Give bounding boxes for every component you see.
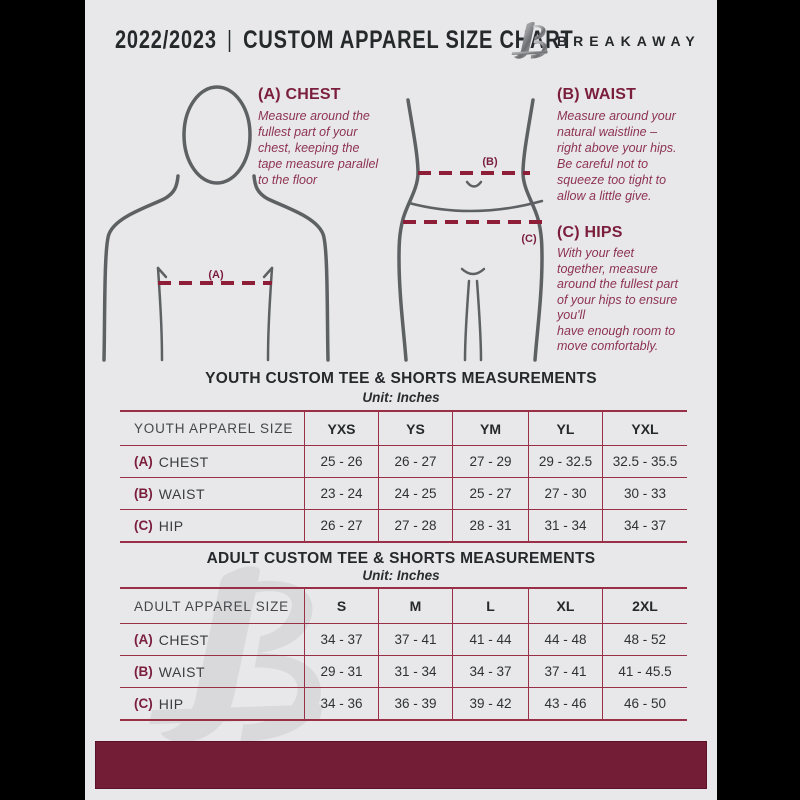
- table-cell: 28 - 31: [452, 509, 528, 541]
- waist-instructions: Measure around your natural waistline – …: [557, 109, 677, 203]
- row-name: WAIST: [158, 485, 206, 502]
- youth-unit-label: Unit: Inches: [362, 390, 440, 405]
- row-key: (B): [134, 486, 153, 501]
- table-cell: 25 - 26: [304, 445, 378, 477]
- footer-accent-bar: [95, 741, 707, 789]
- size-column-header: M: [378, 589, 452, 623]
- table-cell: 31 - 34: [378, 655, 452, 687]
- row-key: (A): [134, 454, 153, 469]
- hip-marker-label: (C): [521, 233, 537, 245]
- row-key: (B): [134, 664, 153, 679]
- table-cell: 23 - 24: [304, 477, 378, 509]
- figure-left-torso: [397, 98, 420, 362]
- row-name: CHEST: [158, 631, 209, 648]
- table-cell: 27 - 28: [378, 509, 452, 541]
- figure-hip-crease: [407, 199, 544, 213]
- waist-hip-figure-illustration: (B) (C): [397, 98, 544, 362]
- table-cell: 34 - 36: [304, 687, 378, 719]
- chest-marker-label: (A): [208, 269, 224, 281]
- waist-marker-label: (B): [482, 156, 498, 168]
- adult-section-title: ADULT CUSTOM TEE & SHORTS MEASUREMENTS: [206, 550, 596, 567]
- hips-instructions: With your feet together, measure around …: [557, 246, 678, 353]
- row-key: (C): [134, 696, 153, 711]
- breakaway-b-logo-icon: [511, 22, 548, 59]
- size-column-header: YXS: [304, 412, 378, 445]
- figure-navel: [465, 180, 483, 188]
- table-cell: 46 - 50: [602, 687, 687, 719]
- title-separator: |: [227, 26, 233, 52]
- size-column-header: L: [452, 589, 528, 623]
- waist-heading: (B) WAIST: [557, 86, 637, 103]
- row-name: CHEST: [158, 453, 209, 470]
- table-cell: 27 - 29: [452, 445, 528, 477]
- table-cell: 26 - 27: [304, 509, 378, 541]
- table-cell: 36 - 39: [378, 687, 452, 719]
- table-cell: 44 - 48: [528, 623, 602, 655]
- edition-label: 2022/2023: [115, 26, 217, 54]
- table-cell: 29 - 32.5: [528, 445, 602, 477]
- row-label: (A) CHEST: [120, 445, 304, 477]
- row-key: (A): [134, 632, 153, 647]
- row-label: (B) WAIST: [120, 477, 304, 509]
- table-cell: 34 - 37: [602, 509, 687, 541]
- table-cell: 37 - 41: [378, 623, 452, 655]
- adult-size-table: ADULT APPAREL SIZE S M L XL 2XL (A) CHEST…: [120, 587, 687, 721]
- row-label: (B) WAIST: [120, 655, 304, 687]
- table-cell: 24 - 25: [378, 477, 452, 509]
- table-cell: 48 - 52: [602, 623, 687, 655]
- row-label: (A) CHEST: [120, 623, 304, 655]
- figure-right-armpit-line: [266, 266, 274, 362]
- table-cell: 31 - 34: [528, 509, 602, 541]
- table-cell: 41 - 45.5: [602, 655, 687, 687]
- table-cell: 27 - 30: [528, 477, 602, 509]
- size-chart-page: 2022/2023 | CUSTOM APPAREL SIZE CHART BR…: [85, 0, 717, 800]
- table-cell: 37 - 41: [528, 655, 602, 687]
- figure-right-inner-leg: [475, 279, 483, 362]
- table-cell: 41 - 44: [452, 623, 528, 655]
- table-cell: 39 - 42: [452, 687, 528, 719]
- size-column-header: S: [304, 589, 378, 623]
- document-title: 2022/2023 | CUSTOM APPAREL SIZE CHART: [115, 26, 574, 55]
- hips-heading: (C) HIPS: [557, 224, 623, 241]
- figure-crotch-line: [460, 267, 486, 276]
- row-key: (C): [134, 518, 153, 533]
- size-column-header: XL: [528, 589, 602, 623]
- table-cell: 32.5 - 35.5: [602, 445, 687, 477]
- chest-instructions: Measure around the fullest part of your …: [258, 109, 379, 187]
- figure-left-shoulder: [102, 174, 180, 362]
- size-column-header: YS: [378, 412, 452, 445]
- table-cell: 34 - 37: [304, 623, 378, 655]
- figure-right-shoulder: [252, 174, 330, 362]
- brand-name: BREAKAWAY: [557, 33, 701, 49]
- row-label: (C) HIP: [120, 509, 304, 541]
- row-name: WAIST: [158, 663, 206, 680]
- figure-left-armpit-line: [156, 266, 164, 362]
- youth-size-header: YOUTH APPAREL SIZE: [134, 421, 294, 436]
- figure-left-inner-leg: [463, 279, 471, 362]
- row-name: HIP: [158, 517, 184, 534]
- figure-right-torso: [521, 98, 544, 362]
- adult-size-header: ADULT APPAREL SIZE: [134, 598, 289, 614]
- table-cell: 30 - 33: [602, 477, 687, 509]
- table-cell: 29 - 31: [304, 655, 378, 687]
- figure-left-armpit-notch: [156, 266, 168, 279]
- size-column-header: YL: [528, 412, 602, 445]
- youth-section-title: YOUTH CUSTOM TEE & SHORTS MEASUREMENTS: [205, 370, 597, 387]
- row-label: (C) HIP: [120, 687, 304, 719]
- figure-head-outline: [182, 85, 252, 185]
- chest-heading: (A) CHEST: [258, 86, 341, 103]
- title-text: CUSTOM APPAREL SIZE CHART: [243, 26, 574, 54]
- table-cell: 25 - 27: [452, 477, 528, 509]
- size-column-header: YM: [452, 412, 528, 445]
- size-column-header: 2XL: [602, 589, 687, 623]
- chest-figure-illustration: (A): [102, 85, 330, 362]
- row-name: HIP: [158, 695, 184, 712]
- table-cell: 34 - 37: [452, 655, 528, 687]
- table-cell: 26 - 27: [378, 445, 452, 477]
- table-cell: 43 - 46: [528, 687, 602, 719]
- size-column-header: YXL: [602, 412, 687, 445]
- youth-size-table: YOUTH APPAREL SIZE YXS YS YM YL YXL (A) C…: [120, 410, 687, 543]
- figure-right-armpit-notch: [262, 266, 274, 279]
- adult-unit-label: Unit: Inches: [362, 568, 440, 583]
